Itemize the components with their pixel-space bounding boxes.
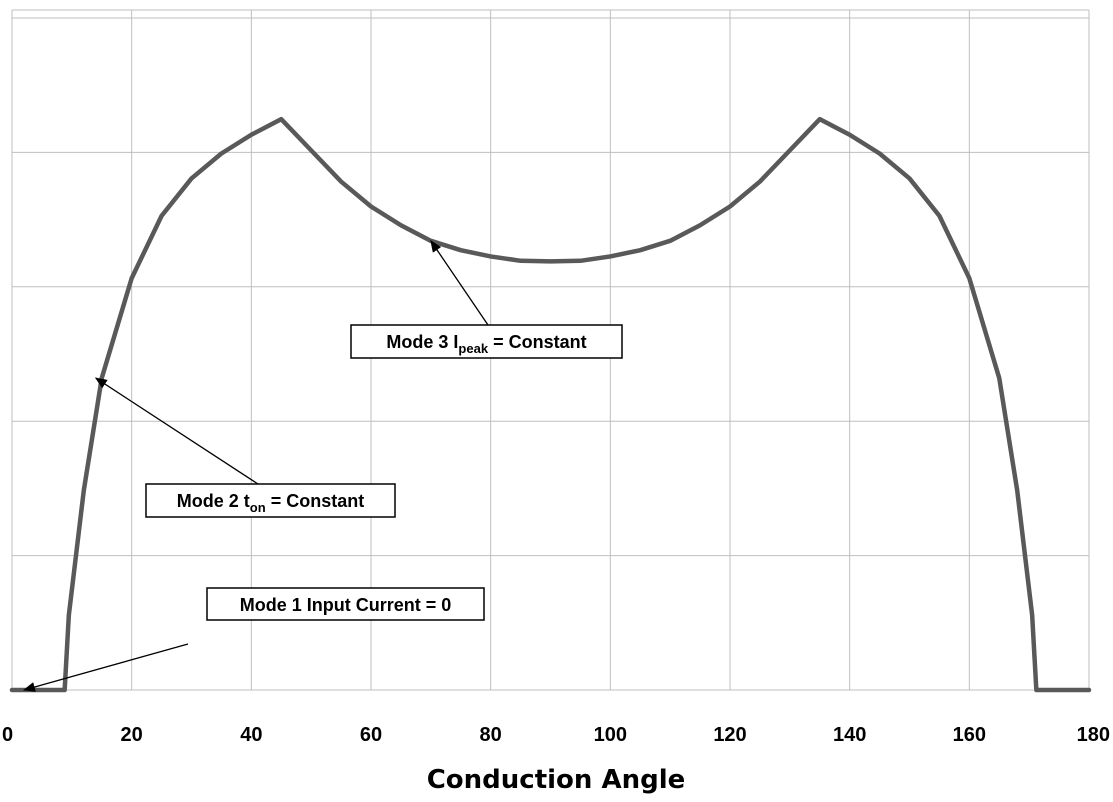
- x-tick-label-60: 60: [360, 724, 382, 746]
- x-axis-title: Conduction Angle: [427, 765, 686, 795]
- x-tick-label-100: 100: [594, 724, 627, 746]
- x-tick-label-0: 0: [2, 724, 13, 746]
- annotation-box-3: [350, 324, 623, 359]
- x-tick-labels: 0 20 40 60 80 100 120 140 160 180: [2, 724, 1110, 746]
- annotation-label-3: Mode 3 Ipeak = Constant: [386, 332, 586, 356]
- x-tick-label-120: 120: [713, 724, 746, 746]
- x-tick-label-140: 140: [833, 724, 866, 746]
- series-line-0: [9, 116, 1092, 693]
- x-tick-label-160: 160: [953, 724, 986, 746]
- annotation-arrow-3: [430, 239, 489, 326]
- annotation-box-1: [206, 587, 485, 621]
- annotation-label-1: Mode 1 Input Current = 0: [240, 595, 452, 615]
- annotation-arrow-1: [23, 643, 189, 692]
- annotations: Mode 1 Input Current = 0 Mode 2 ton = Con…: [23, 239, 623, 692]
- annotation-arrow-2: [94, 377, 259, 485]
- x-tick-label-20: 20: [121, 724, 143, 746]
- x-tick-label-180: 180: [1077, 724, 1110, 746]
- x-tick-label-40: 40: [240, 724, 262, 746]
- x-tick-label-80: 80: [480, 724, 502, 746]
- annotation-box-2: [145, 483, 396, 518]
- series-layer: [9, 116, 1092, 693]
- annotation-label-2: Mode 2 ton = Constant: [177, 491, 364, 515]
